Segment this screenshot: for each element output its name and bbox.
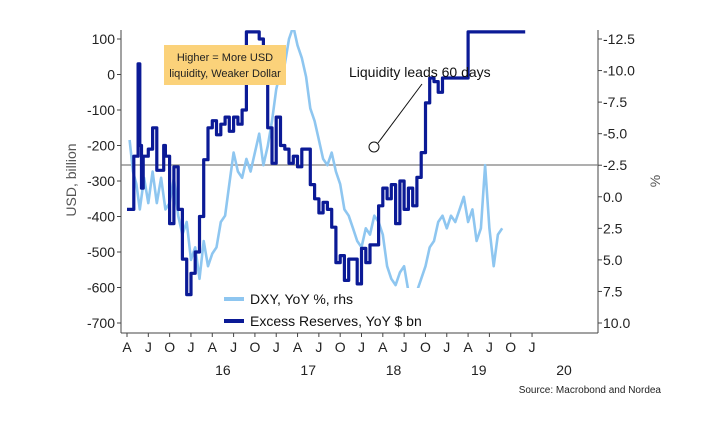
- left-axis-title: USD, billion: [63, 143, 79, 216]
- series-layer: [127, 30, 526, 306]
- callout-arrow: [377, 83, 423, 144]
- annotation-box-line-2: liquidity, Weaker Dollar: [169, 68, 281, 80]
- left-tick-label: -200: [87, 138, 115, 154]
- x-year-label: 19: [471, 362, 487, 378]
- series-line-dxy: [128, 30, 504, 306]
- left-tick-label: 100: [92, 31, 116, 47]
- x-month-label: J: [529, 339, 536, 355]
- x-month-label: O: [249, 339, 260, 355]
- legend-label-dxy: DXY, YoY %, rhs: [250, 291, 353, 307]
- left-tick-label: -100: [87, 102, 115, 118]
- x-month-label: J: [486, 339, 493, 355]
- callout-marker: [368, 141, 380, 153]
- x-year-label: 18: [386, 362, 402, 378]
- x-month-label: J: [230, 339, 237, 355]
- left-tick-label: -600: [87, 280, 115, 296]
- x-month-label: J: [443, 339, 450, 355]
- x-month-label: O: [420, 339, 431, 355]
- x-month-label: O: [164, 339, 175, 355]
- left-axis-ticks: 100 0 -100 -200 -300 -400 -500 -600 -700: [87, 31, 121, 331]
- x-year-label: 20: [556, 362, 572, 378]
- x-month-label: A: [378, 339, 388, 355]
- x-year-label: 16: [215, 362, 231, 378]
- x-month-label: J: [315, 339, 322, 355]
- x-month-label: O: [505, 339, 516, 355]
- right-axis-title: %: [647, 175, 663, 187]
- x-month-label: J: [358, 339, 365, 355]
- left-tick-label: -500: [87, 244, 115, 260]
- right-tick-label: 0.0: [603, 189, 623, 205]
- right-tick-label: 5.0: [603, 252, 623, 268]
- x-month-label: J: [401, 339, 408, 355]
- right-axis-ticks: -12.5 -10.0 -7.5 -5.0 -2.5 0.0 2.5 5.0 7.5 10.0: [598, 31, 635, 331]
- x-year-label: 17: [300, 362, 316, 378]
- annotation-box-line-1: Higher = More USD: [177, 52, 273, 64]
- left-tick-label: -300: [87, 173, 115, 189]
- right-tick-label: -12.5: [603, 31, 635, 47]
- x-axis-ticks: A J O J A J O J A J O J A J O J A J O J16 17 18 19 20: [122, 333, 572, 378]
- right-tick-label: -5.0: [603, 126, 627, 142]
- right-tick-label: 7.5: [603, 283, 623, 299]
- right-tick-label: -2.5: [603, 157, 627, 173]
- source-note: Source: Macrobond and Nordea: [519, 385, 662, 396]
- x-month-label: J: [187, 339, 194, 355]
- annotation-box: [164, 45, 286, 85]
- right-tick-label: 2.5: [603, 220, 623, 236]
- legend-label-reserves: Excess Reserves, YoY $ bn: [250, 313, 422, 329]
- x-month-label: A: [122, 339, 132, 355]
- right-tick-label: 10.0: [603, 315, 630, 331]
- callout-text: Liquidity leads 60 days: [349, 64, 491, 80]
- legend-background: [220, 288, 470, 332]
- x-month-label: A: [208, 339, 218, 355]
- x-month-label: J: [145, 339, 152, 355]
- left-tick-label: -700: [87, 315, 115, 331]
- x-month-label: O: [335, 339, 346, 355]
- x-month-label: A: [463, 339, 473, 355]
- x-month-label: J: [273, 339, 280, 355]
- left-tick-label: -400: [87, 209, 115, 225]
- left-tick-label: 0: [107, 67, 115, 83]
- right-tick-label: -10.0: [603, 63, 635, 79]
- right-tick-label: -7.5: [603, 94, 627, 110]
- x-month-label: A: [293, 339, 303, 355]
- series-line-excess-reserves: [127, 30, 526, 297]
